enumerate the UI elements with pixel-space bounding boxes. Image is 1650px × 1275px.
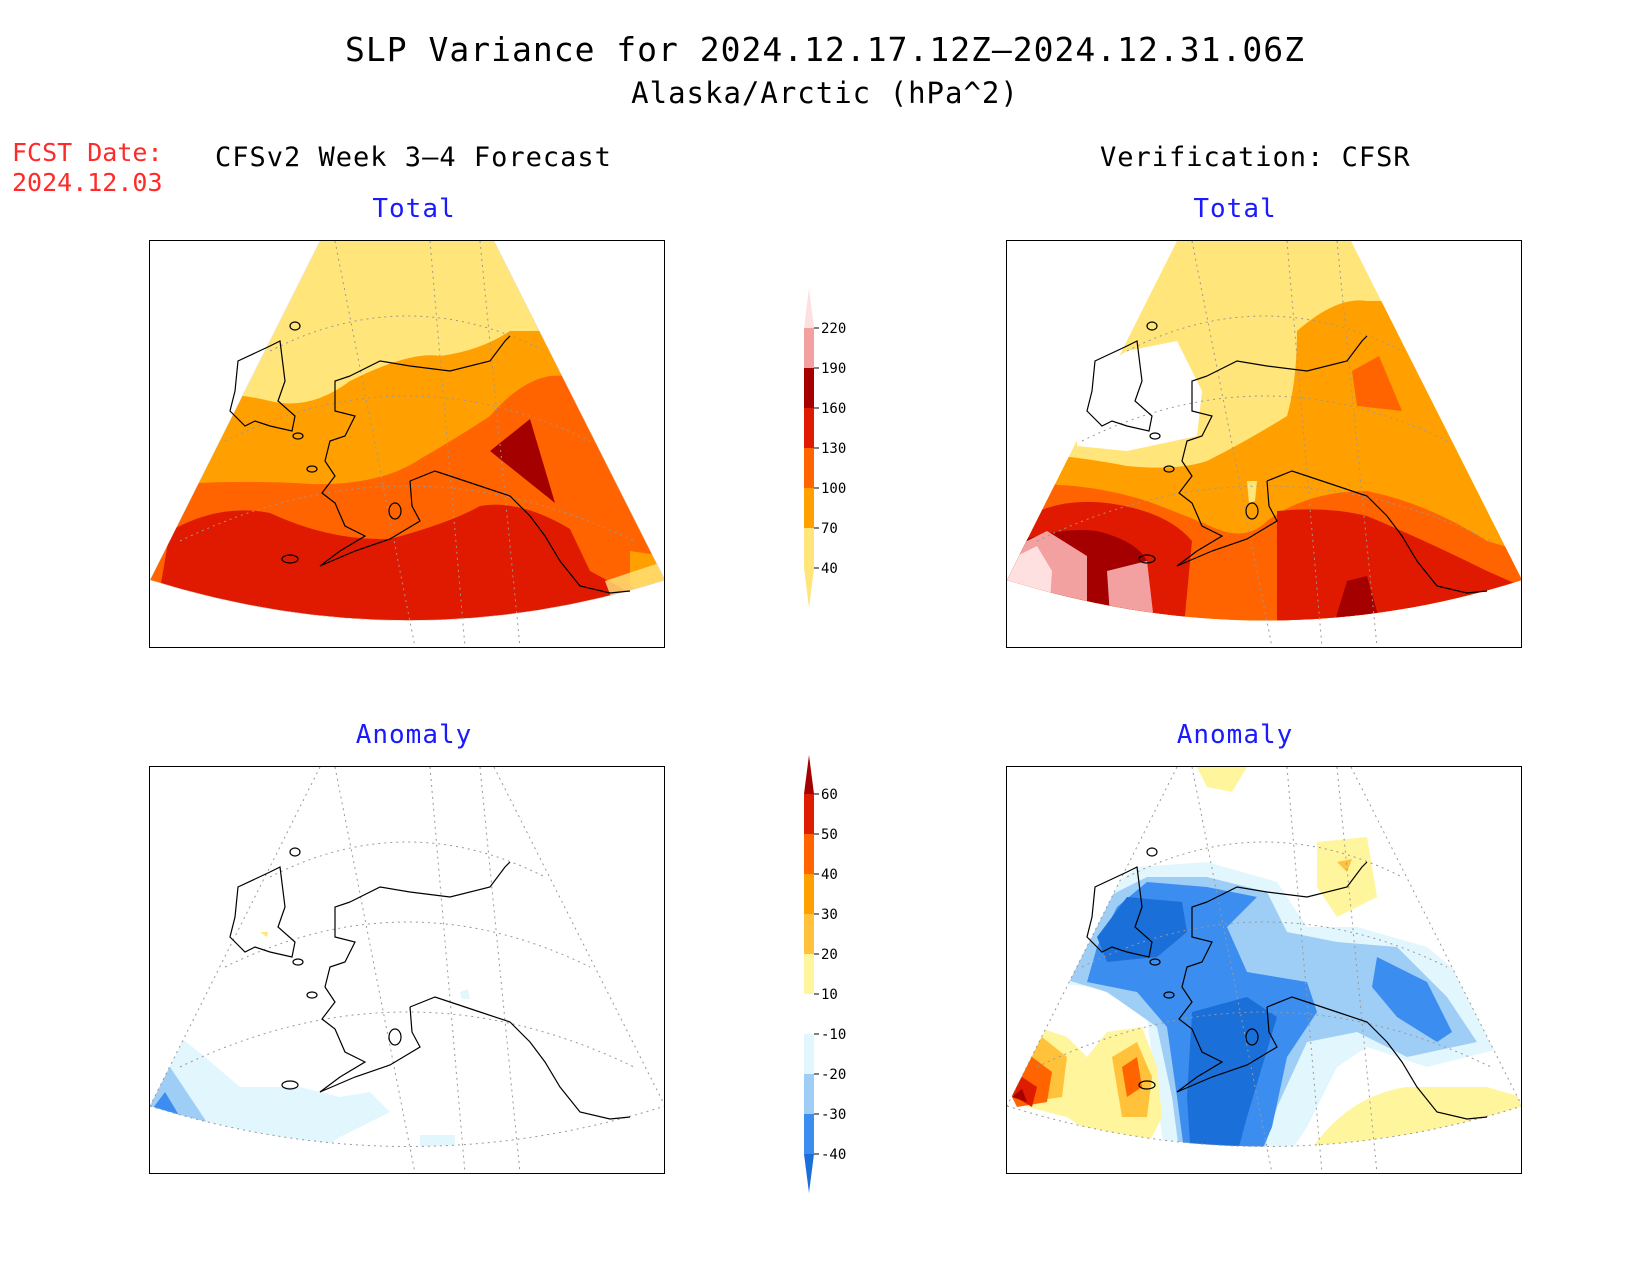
total-colorbar-segment xyxy=(804,328,814,368)
total-colorbar-label: 130 xyxy=(821,441,846,457)
anomaly-colorbar-segment xyxy=(804,1114,814,1154)
anomaly-colorbar-segment xyxy=(804,994,814,1034)
anomaly-colorbar-label: 40 xyxy=(821,867,838,883)
forecast-anomaly-title: Anomaly xyxy=(355,720,473,750)
anomaly-colorbar-label: -40 xyxy=(821,1147,846,1163)
total-colorbar-label: 40 xyxy=(821,561,838,577)
anomaly-colorbar-segment xyxy=(804,834,814,874)
anomaly-colorbar-label: 20 xyxy=(821,947,838,963)
total-colorbar-label: 70 xyxy=(821,521,838,537)
forecast-total-title: Total xyxy=(372,194,456,224)
verification-anomaly-title: Anomaly xyxy=(1176,720,1294,750)
total-colorbar: 220 190 160 130 100 70 40 xyxy=(804,288,846,608)
anomaly-colorbar-label: 30 xyxy=(821,907,838,923)
total-colorbar-label: 190 xyxy=(821,361,846,377)
anomaly-colorbar-bottom-arrow xyxy=(804,1154,814,1193)
total-colorbar-label: 220 xyxy=(821,321,846,337)
anomaly-colorbar-label: -30 xyxy=(821,1107,846,1123)
forecast-anomaly-map xyxy=(149,766,665,1174)
figure-title: SLP Variance for 2024.12.17.12Z–2024.12.… xyxy=(345,30,1305,69)
anomaly-colorbar-label: -10 xyxy=(821,1027,846,1043)
anomaly-colorbar-label: 10 xyxy=(821,987,838,1003)
total-colorbar-segment xyxy=(804,528,814,568)
anomaly-colorbar-segment xyxy=(804,914,814,954)
verification-total-map xyxy=(1006,240,1522,648)
anomaly-colorbar-segment xyxy=(804,1074,814,1114)
anomaly-colorbar-segment xyxy=(804,794,814,834)
figure-subtitle: Alaska/Arctic (hPa^2) xyxy=(631,76,1019,110)
total-colorbar-segment xyxy=(804,448,814,488)
fcst-date-value: 2024.12.03 xyxy=(12,168,163,197)
fcst-date-label: FCST Date: xyxy=(12,138,163,167)
total-colorbar-segment xyxy=(804,368,814,408)
anomaly-colorbar-label: 60 xyxy=(821,787,838,803)
anomaly-colorbar-segment xyxy=(804,954,814,994)
verification-anomaly-map xyxy=(1006,766,1522,1174)
total-colorbar-label: 100 xyxy=(821,481,846,497)
anomaly-colorbar-top-arrow xyxy=(804,755,814,794)
anomaly-colorbar: 60 50 40 30 20 10 -10 -20 -30 -40 xyxy=(804,755,846,1193)
anomaly-colorbar-label: -20 xyxy=(821,1067,846,1083)
anomaly-colorbar-segment xyxy=(804,874,814,914)
total-colorbar-label: 160 xyxy=(821,401,846,417)
anomaly-colorbar-label: 50 xyxy=(821,827,838,843)
total-colorbar-bottom-arrow xyxy=(804,568,814,608)
total-colorbar-segment xyxy=(804,408,814,448)
total-colorbar-segment xyxy=(804,488,814,528)
anomaly-colorbar-segment xyxy=(804,1034,814,1074)
forecast-heading: CFSv2 Week 3–4 Forecast xyxy=(215,142,612,173)
forecast-total-map xyxy=(149,240,665,648)
verification-total-title: Total xyxy=(1193,194,1277,224)
total-colorbar-top-arrow xyxy=(804,288,814,328)
verification-heading: Verification: CFSR xyxy=(1100,142,1411,173)
